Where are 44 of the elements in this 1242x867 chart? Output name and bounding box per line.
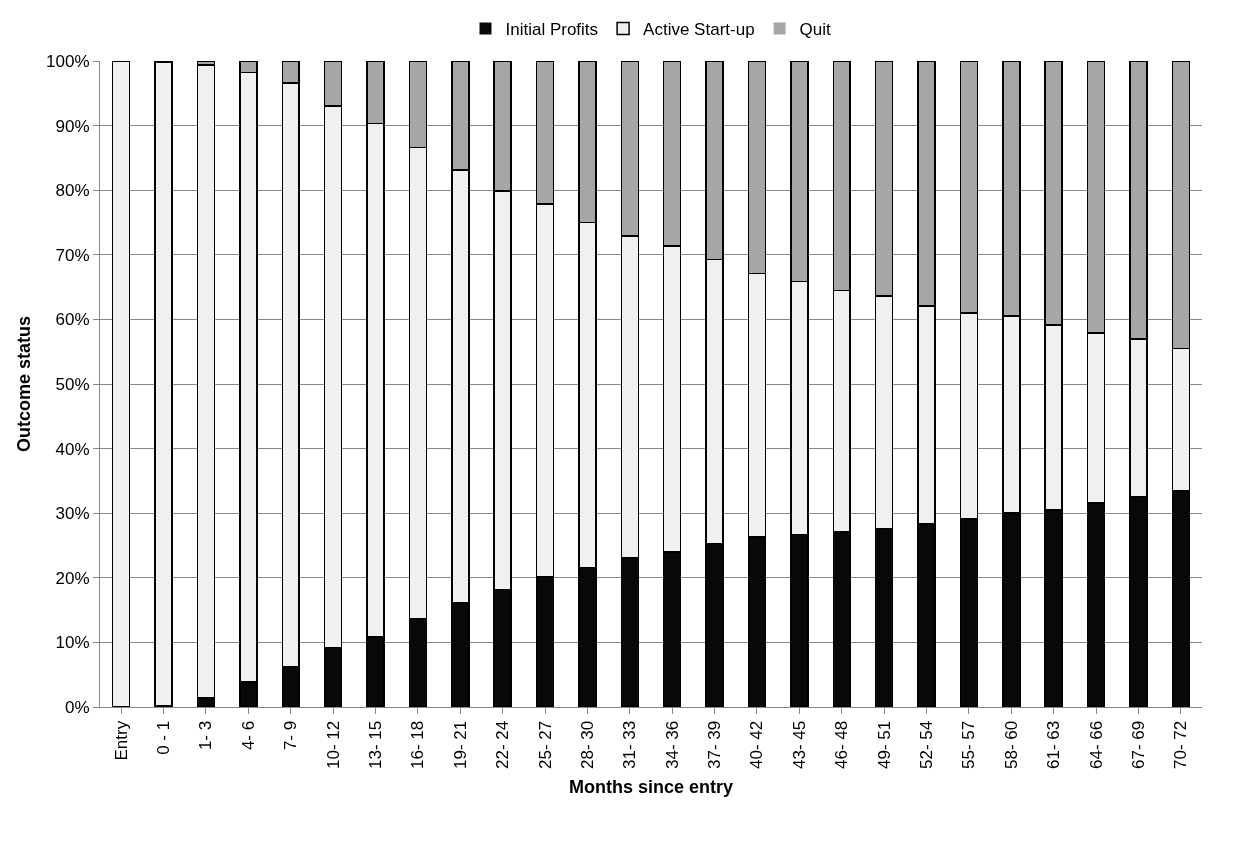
bar xyxy=(154,61,173,707)
x-tick-label: 19- 21 xyxy=(450,720,470,769)
x-tick-label: 13- 15 xyxy=(366,720,386,769)
x-tick-label: 70- 72 xyxy=(1171,720,1191,769)
x-tick-label: 52- 54 xyxy=(917,720,937,769)
x-tick-label: 43- 45 xyxy=(789,720,809,769)
x-tick-label: 37- 39 xyxy=(705,720,725,769)
y-tick-label: 30% xyxy=(55,504,90,524)
y-tick-label: 90% xyxy=(55,116,90,136)
x-tick-label: 40- 42 xyxy=(747,720,767,769)
legend-label: Active Start-up xyxy=(643,20,755,40)
x-tick-label: 61- 63 xyxy=(1044,720,1064,769)
x-tick-label: 58- 60 xyxy=(1001,720,1021,769)
x-tick-label: 25- 27 xyxy=(535,720,555,769)
x-tick-label: 64- 66 xyxy=(1086,720,1106,769)
x-tick-label: 22- 24 xyxy=(493,720,513,769)
x-tick-label: 16- 18 xyxy=(408,720,428,769)
y-tick-label: 100% xyxy=(46,51,90,71)
y-tick-label: 50% xyxy=(55,374,90,394)
x-tick-label: 34- 36 xyxy=(662,720,682,769)
x-tick-label: 46- 48 xyxy=(832,720,852,769)
x-tick-label: Entry xyxy=(111,720,131,761)
y-tick-label: 80% xyxy=(55,181,90,201)
x-tick-label: 1- 3 xyxy=(196,720,216,751)
y-tick-label: 0% xyxy=(65,697,90,717)
x-tick-label: 4- 6 xyxy=(238,720,258,751)
x-tick-label: 31- 33 xyxy=(620,720,640,769)
y-axis-title: Outcome status xyxy=(14,315,35,453)
y-tick-label: 10% xyxy=(55,633,90,653)
y-tick-label: 70% xyxy=(55,245,90,265)
x-tick-label: 28- 30 xyxy=(577,720,597,769)
bar xyxy=(111,61,131,707)
legend-label: Initial Profits xyxy=(505,20,599,40)
x-tick-label: 0 - 1 xyxy=(154,720,174,755)
legend-label: Quit xyxy=(799,20,832,40)
x-tick-label: 10- 12 xyxy=(323,720,343,769)
x-tick-label: 55- 57 xyxy=(959,720,979,769)
x-axis-title: Months since entry xyxy=(568,777,734,798)
y-tick-label: 40% xyxy=(55,439,90,459)
x-tick-label: 7- 9 xyxy=(281,720,301,751)
x-tick-label: 49- 51 xyxy=(874,720,894,769)
y-tick-label: 60% xyxy=(55,310,90,330)
y-tick-label: 20% xyxy=(55,568,90,588)
x-tick-label: 67- 69 xyxy=(1128,720,1148,769)
